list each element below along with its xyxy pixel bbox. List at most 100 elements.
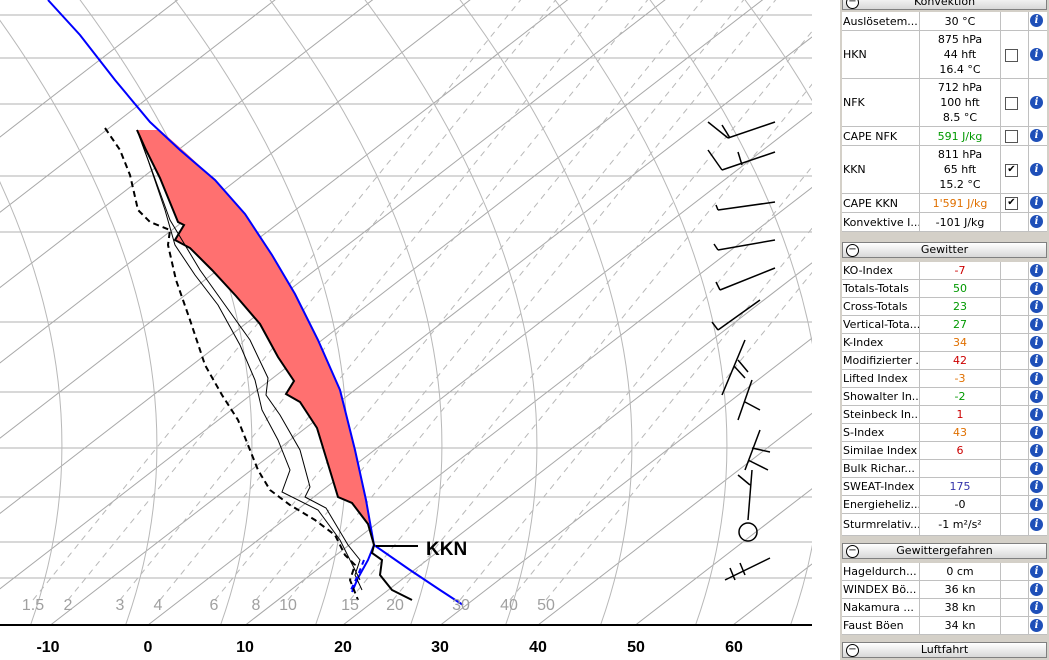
mixing-ratio-line bbox=[159, 0, 649, 601]
x-tick-label: -10 bbox=[36, 639, 59, 656]
index-label: CAPE KKN bbox=[843, 194, 920, 212]
info-icon[interactable]: i bbox=[1030, 407, 1043, 421]
wind-barb-feather bbox=[721, 124, 731, 139]
info-icon[interactable]: i bbox=[1030, 443, 1043, 457]
wind-barb-feather bbox=[737, 151, 743, 166]
info-icon[interactable]: i bbox=[1030, 564, 1043, 578]
index-label: Showalter In... bbox=[843, 388, 920, 405]
info-icon[interactable]: i bbox=[1030, 371, 1043, 385]
x-tick-label: 60 bbox=[725, 639, 743, 656]
section-title: Konvektion bbox=[913, 0, 976, 8]
index-value: 42 bbox=[920, 352, 1001, 369]
index-row: CAPE NFK 591 J/kg i bbox=[842, 127, 1047, 146]
index-value: -0 bbox=[920, 496, 1001, 513]
section-header[interactable]: − Konvektion bbox=[842, 0, 1047, 10]
section-header[interactable]: − Gewitter bbox=[842, 242, 1047, 258]
indices-panel: − Konvektion Auslösetem... 30 °C i HKN 875 hPa… bbox=[840, 0, 1049, 660]
index-label: Auslösetem... bbox=[843, 12, 920, 30]
isotherm-line bbox=[0, 0, 374, 289]
wind-barb bbox=[737, 379, 761, 421]
info-icon[interactable]: i bbox=[1030, 582, 1043, 596]
x-tick-label: 30 bbox=[431, 639, 449, 656]
info-icon[interactable]: i bbox=[1030, 281, 1043, 295]
info-icon[interactable]: i bbox=[1030, 600, 1043, 614]
info-cell bbox=[1028, 460, 1048, 477]
info-icon[interactable]: i bbox=[1030, 14, 1043, 27]
isotherm-line bbox=[0, 0, 666, 515]
show-in-diagram-checkbox[interactable] bbox=[1005, 96, 1018, 110]
info-icon[interactable]: i bbox=[1030, 263, 1043, 277]
wind-barb-feather bbox=[721, 151, 776, 171]
mixing-ratio-line bbox=[214, 0, 704, 601]
info-cell bbox=[1028, 12, 1048, 30]
info-icon[interactable]: i bbox=[1030, 517, 1043, 531]
profiles bbox=[47, 0, 464, 606]
info-icon[interactable]: i bbox=[1030, 479, 1043, 493]
index-row: KO-Index -7 i bbox=[842, 262, 1047, 280]
index-value: 34 kn bbox=[920, 617, 1001, 634]
info-icon[interactable]: i bbox=[1030, 95, 1043, 109]
section-title: Luftfahrt bbox=[920, 643, 969, 656]
wind-barb-feather bbox=[727, 121, 776, 139]
wind-barb bbox=[715, 267, 776, 291]
section-header[interactable]: − Gewittergefahren bbox=[842, 543, 1047, 559]
index-row: Hageldurch... 0 cm i bbox=[842, 563, 1047, 581]
info-icon[interactable]: i bbox=[1030, 335, 1043, 349]
collapse-icon[interactable]: − bbox=[846, 244, 859, 257]
index-row: Vertical-Tota... 27 i bbox=[842, 316, 1047, 334]
index-value: 175 bbox=[920, 478, 1001, 495]
info-cell bbox=[1028, 617, 1048, 634]
info-icon[interactable]: i bbox=[1030, 215, 1043, 228]
wind-barb bbox=[715, 201, 776, 211]
info-icon[interactable]: i bbox=[1030, 129, 1043, 142]
index-row: Auslösetem... 30 °C i bbox=[842, 12, 1047, 31]
mixing-ratio-label: 2 bbox=[64, 597, 73, 614]
index-row: Sturmrelativ... -1 m²/s² i bbox=[842, 514, 1047, 536]
info-icon[interactable]: i bbox=[1030, 196, 1043, 209]
dry-adiabat bbox=[79, 0, 253, 625]
index-value: 30 °C bbox=[920, 12, 1001, 30]
mixing-ratio-line bbox=[349, 30, 812, 601]
info-cell bbox=[1028, 213, 1048, 231]
show-in-diagram-checkbox[interactable]: ✔ bbox=[1005, 163, 1018, 177]
info-icon[interactable]: i bbox=[1030, 299, 1043, 313]
info-icon[interactable]: i bbox=[1030, 618, 1043, 632]
index-label: K-Index bbox=[843, 334, 920, 351]
section-header[interactable]: − Luftfahrt bbox=[842, 642, 1047, 658]
index-value: 0 cm bbox=[920, 563, 1001, 580]
dewpoint-lifted-curve bbox=[349, 559, 365, 593]
isotherm-line bbox=[342, 262, 812, 625]
info-icon[interactable]: i bbox=[1030, 317, 1043, 331]
collapse-icon[interactable]: − bbox=[846, 0, 859, 9]
isotherm-line bbox=[0, 0, 569, 439]
index-label: Modifizierter ... bbox=[843, 352, 920, 369]
mixing-ratio-line bbox=[459, 165, 812, 601]
index-value: 1'591 J/kg bbox=[920, 194, 1001, 212]
info-icon[interactable]: i bbox=[1030, 425, 1043, 439]
show-in-diagram-checkbox[interactable] bbox=[1005, 130, 1018, 143]
index-value: 6 bbox=[920, 442, 1001, 459]
isotherm-line bbox=[0, 0, 471, 364]
isotherm-line bbox=[440, 337, 812, 625]
show-in-diagram-checkbox[interactable] bbox=[1005, 48, 1018, 62]
info-icon[interactable]: i bbox=[1030, 47, 1043, 61]
mixing-ratio-line bbox=[119, 0, 609, 601]
index-row: Faust Böen 34 kn i bbox=[842, 617, 1047, 635]
info-cell bbox=[1028, 316, 1048, 333]
info-icon[interactable]: i bbox=[1030, 162, 1043, 176]
collapse-icon[interactable]: − bbox=[846, 644, 859, 657]
info-icon[interactable]: i bbox=[1030, 461, 1043, 475]
info-icon[interactable]: i bbox=[1030, 389, 1043, 403]
info-cell bbox=[1028, 334, 1048, 351]
index-value: 50 bbox=[920, 280, 1001, 297]
collapse-icon[interactable]: − bbox=[846, 545, 859, 558]
info-cell bbox=[1028, 442, 1048, 459]
show-in-diagram-checkbox[interactable]: ✔ bbox=[1005, 197, 1018, 210]
info-icon[interactable]: i bbox=[1030, 497, 1043, 511]
dry-adiabat bbox=[554, 0, 728, 625]
index-row: K-Index 34 i bbox=[842, 334, 1047, 352]
mixing-ratio-line bbox=[509, 227, 812, 601]
info-icon[interactable]: i bbox=[1030, 353, 1043, 367]
info-cell bbox=[1028, 478, 1048, 495]
mixing-ratio-label: 30 bbox=[452, 597, 470, 614]
